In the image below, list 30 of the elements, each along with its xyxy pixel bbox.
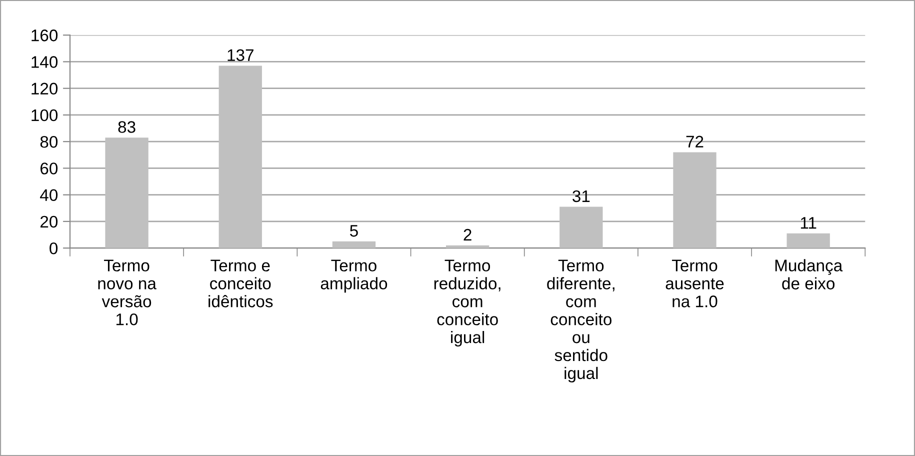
x-tick-label: Termo ampliado — [320, 260, 388, 293]
bar — [446, 245, 490, 248]
y-tick-label: 120 — [32, 82, 58, 95]
y-tick-label: 160 — [32, 30, 58, 42]
bar — [105, 138, 148, 248]
y-tick-label: 140 — [32, 56, 58, 68]
y-tick-label: 40 — [40, 189, 58, 202]
data-label: 72 — [686, 136, 704, 148]
x-tick-label: Termo diferente, com conceito ou sentido igual — [547, 260, 614, 382]
y-tick-label: 20 — [40, 216, 58, 228]
y-tick-label: 80 — [40, 136, 58, 148]
y-tick-label: 100 — [32, 109, 58, 122]
data-label: 137 — [228, 49, 254, 62]
data-label: 5 — [350, 225, 358, 237]
x-tick-label: Termo e conceito idênticos — [208, 260, 273, 308]
data-label: 11 — [800, 217, 816, 229]
bar — [673, 152, 716, 248]
data-label: 83 — [118, 121, 136, 133]
bar — [332, 241, 376, 248]
y-tick-label: 0 — [50, 242, 58, 254]
bar — [560, 206, 603, 248]
x-tick-label: Termo reduzido, com conceito igual — [434, 260, 500, 347]
y-tick-label: 60 — [40, 162, 58, 174]
x-tick-label: Termo novo na versão 1.0 — [98, 260, 156, 326]
bar — [786, 233, 830, 248]
data-label: 2 — [464, 228, 472, 241]
x-tick-label: Termo ausente na 1.0 — [666, 260, 724, 308]
x-tick-label: Mudança de eixo — [775, 259, 843, 290]
data-label: 31 — [572, 190, 590, 202]
bar — [218, 66, 262, 248]
